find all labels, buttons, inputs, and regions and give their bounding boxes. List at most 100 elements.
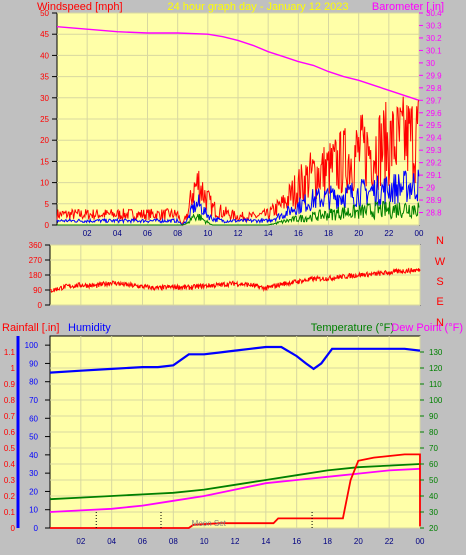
moon-set-label: Moon Set xyxy=(192,519,227,528)
temperature-tick-label: 90 xyxy=(429,412,438,421)
wind-axis-title: Windspeed [mph] xyxy=(37,1,123,13)
humidity-axis-ticks: 0 10 20 30 40 50 60 70 80 90 100 xyxy=(25,341,50,533)
direction-tick-label: 270 xyxy=(29,256,43,265)
barometer-tick-label: 29.5 xyxy=(426,121,442,130)
wind-tick-label: 35 xyxy=(40,73,49,82)
rain-tick-label: 0.9 xyxy=(4,380,16,389)
wind-tick-label: 15 xyxy=(40,157,49,166)
barometer-tick-label: 29.9 xyxy=(426,71,442,80)
wind-tick-label: 40 xyxy=(40,51,49,60)
barometer-tick-label: 29.7 xyxy=(426,96,442,105)
barometer-tick-label: 30.2 xyxy=(426,34,442,43)
x-tick-label: 08 xyxy=(173,229,182,238)
x-tick-label: 12 xyxy=(231,537,240,546)
wind-tick-label: 10 xyxy=(40,179,49,188)
wind-tick-label: 30 xyxy=(40,94,49,103)
temperature-tick-label: 20 xyxy=(429,524,438,533)
direction-tick-label: 0 xyxy=(38,301,43,310)
wind-tick-label: 0 xyxy=(45,221,50,230)
rain-tick-label: 0.5 xyxy=(4,444,16,453)
temperature-tick-label: 100 xyxy=(429,396,443,405)
x-tick-label: 10 xyxy=(200,537,209,546)
x-tick-label: 06 xyxy=(143,229,152,238)
temperature-tick-label: 120 xyxy=(429,364,443,373)
x-tick-label: 22 xyxy=(384,229,393,238)
wind-tick-label: 45 xyxy=(40,30,49,39)
compass-label: N xyxy=(436,317,444,329)
rain-tick-label: 0.6 xyxy=(4,428,16,437)
barometer-tick-label: 28.9 xyxy=(426,196,442,205)
x-tick-label: 22 xyxy=(385,537,394,546)
x-tick-label: 06 xyxy=(138,537,147,546)
x-tick-label: 02 xyxy=(76,537,85,546)
compass-label: N xyxy=(436,235,444,247)
humidity-tick-label: 20 xyxy=(29,487,38,496)
barometer-tick-label: 30.1 xyxy=(426,46,442,55)
barometer-tick-label: 29.8 xyxy=(426,84,442,93)
barometer-tick-label: 29 xyxy=(426,184,435,193)
x-tick-label: 00 xyxy=(415,229,424,238)
temperature-tick-label: 30 xyxy=(429,508,438,517)
dew-point-line xyxy=(49,467,421,513)
x-tick-label: 10 xyxy=(203,229,212,238)
rain-axis-title: Rainfall [.in] xyxy=(2,322,59,334)
wind-tick-label: 25 xyxy=(40,115,49,124)
wind-tick-label: 50 xyxy=(40,9,49,18)
direction-tick-label: 360 xyxy=(29,241,43,250)
x-tick-label: 12 xyxy=(234,229,243,238)
rain-tick-label: 0.3 xyxy=(4,476,16,485)
temperature-axis-title: Temperature (°F) xyxy=(311,322,394,334)
barometer-tick-label: 29.4 xyxy=(426,134,442,143)
x-tick-label: 02 xyxy=(83,229,92,238)
barometer-line xyxy=(56,26,420,101)
temperature-tick-label: 80 xyxy=(429,428,438,437)
x-tick-label: 04 xyxy=(113,229,122,238)
rain-tick-label: 0.4 xyxy=(4,460,16,469)
wind-axis-ticks: 0 5 10 15 20 25 30 35 40 45 50 xyxy=(40,9,57,230)
humidity-tick-label: 40 xyxy=(29,451,38,460)
rain-tick-label: 0.1 xyxy=(4,508,16,517)
compass-label: W xyxy=(435,256,446,268)
rain-axis-ticks: 0 0.1 0.2 0.3 0.4 0.5 0.6 0.7 0.8 0.9 1 1.1 xyxy=(4,336,20,533)
humidity-tick-label: 60 xyxy=(29,414,38,423)
humidity-tick-label: 10 xyxy=(29,506,38,515)
humidity-tick-label: 100 xyxy=(25,341,39,350)
rain-tick-label: 0 xyxy=(11,524,16,533)
climate-annotations: Moon Set xyxy=(95,512,313,528)
graph-title: 24 hour graph day - January 12 2023 xyxy=(167,1,348,13)
barometer-tick-label: 30 xyxy=(426,59,435,68)
rain-line xyxy=(50,453,421,529)
wind-tick-label: 20 xyxy=(40,136,49,145)
humidity-axis-title: Humidity xyxy=(68,322,111,334)
x-tick-label: 16 xyxy=(294,229,303,238)
humidity-tick-label: 70 xyxy=(29,396,38,405)
x-tick-label: 18 xyxy=(324,229,333,238)
x-tick-label: 04 xyxy=(107,537,116,546)
compass-label: E xyxy=(436,296,443,308)
barometer-tick-label: 30.4 xyxy=(426,9,442,18)
direction-grid xyxy=(50,244,421,306)
temperature-tick-label: 40 xyxy=(429,492,438,501)
rain-tick-label: 1.1 xyxy=(4,348,16,357)
x-tick-label: 20 xyxy=(354,229,363,238)
barometer-tick-label: 29.6 xyxy=(426,109,442,118)
rain-tick-label: 0.2 xyxy=(4,492,16,501)
temperature-tick-label: 110 xyxy=(429,380,442,389)
humidity-tick-label: 30 xyxy=(29,469,38,478)
barometer-tick-label: 29.1 xyxy=(426,171,442,180)
x-tick-label: 00 xyxy=(416,537,425,546)
wind-min-line xyxy=(57,201,420,226)
barometer-tick-label: 29.3 xyxy=(426,146,442,155)
wind-series-group xyxy=(56,26,420,227)
barometer-axis-title: Barometer [.in] xyxy=(372,1,444,13)
rain-tick-label: 1 xyxy=(11,364,16,373)
direction-tick-label: 180 xyxy=(29,271,43,280)
x-tick-label: 16 xyxy=(292,537,301,546)
x-tick-label: 14 xyxy=(261,537,270,546)
temperature-tick-label: 70 xyxy=(429,444,438,453)
direction-tick-label: 90 xyxy=(33,286,42,295)
temperature-axis-ticks: 20 30 40 50 60 70 80 90 100 110 120 130 xyxy=(420,348,443,533)
